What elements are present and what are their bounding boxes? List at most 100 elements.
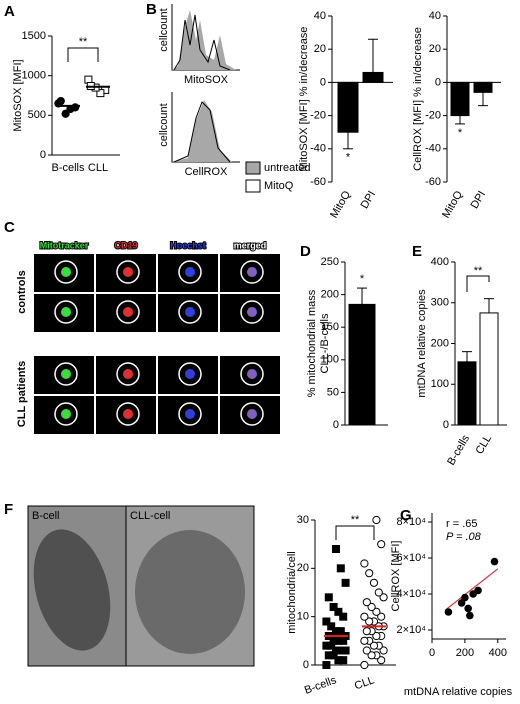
micro-cell <box>247 369 257 379</box>
point <box>360 660 369 670</box>
y-axis-label: mtDNA relative copies <box>416 289 428 398</box>
microscopy: Mitotracker CD19 Hoechst merged controls CLL … <box>16 239 280 434</box>
em-cell <box>33 529 111 651</box>
y-tick-label: -20 <box>310 110 326 122</box>
point <box>362 646 371 655</box>
trend-line <box>444 568 499 611</box>
point <box>332 627 340 636</box>
point <box>332 545 340 553</box>
micro-cell <box>247 307 257 317</box>
micro-ring <box>54 362 78 386</box>
em-label: B-cell <box>32 510 60 522</box>
panel-letter: G <box>400 507 412 524</box>
point <box>96 89 105 98</box>
hist-x-label: CellROX <box>185 166 228 178</box>
point <box>367 602 376 612</box>
micro-ring <box>116 260 140 284</box>
x-tick-label: 200 <box>456 647 474 659</box>
hist-line <box>173 14 231 71</box>
point <box>374 588 383 597</box>
y-axis-label: CellROX [MFI] % in/decrease <box>412 27 424 171</box>
micro-ring <box>240 402 264 426</box>
point <box>360 636 369 645</box>
micro-cell <box>61 409 71 419</box>
point <box>377 656 386 665</box>
annotation: r = .65 <box>446 518 478 530</box>
y-axis-label: MitoSOX [MFI] <box>12 59 24 131</box>
y-tick-label: -20 <box>425 110 441 122</box>
panel-letter: D <box>300 243 311 260</box>
point <box>362 627 371 636</box>
y-axis-label: MitoSOX [MFI] % in/decrease <box>298 27 310 172</box>
point <box>367 651 376 660</box>
y-tick-label: 0 <box>40 149 46 161</box>
y-tick-label: 40 <box>314 10 326 22</box>
bracket <box>466 275 490 292</box>
point <box>369 641 379 650</box>
histograms: cellcount MitoSOX cellcount CellROX untr… <box>158 4 310 193</box>
point <box>362 598 371 607</box>
point <box>332 646 340 655</box>
panel-letter: E <box>412 243 422 260</box>
annotation: * <box>346 152 351 164</box>
column-label: Hoechst <box>170 240 206 250</box>
point <box>334 607 343 616</box>
micro-ring <box>240 260 264 284</box>
y-tick-label: 50 <box>327 386 339 398</box>
y-tick-label: -60 <box>425 176 441 188</box>
panel-letter: C <box>4 219 15 236</box>
micro-cell <box>123 267 133 277</box>
point <box>329 636 338 645</box>
panel-letter: F <box>4 501 13 518</box>
annotation: * <box>458 127 463 139</box>
point <box>365 617 374 626</box>
y-tick-label: 0 <box>443 419 449 431</box>
panel-letter: A <box>4 3 15 20</box>
micro-cell <box>123 369 133 379</box>
point <box>339 612 348 621</box>
y-tick-label: 0 <box>333 419 339 431</box>
x-axis-label: mtDNA relative copies <box>404 686 513 698</box>
x-tick-label: DPI <box>359 189 379 211</box>
y-tick-label: 250 <box>321 256 339 268</box>
y-tick-label: 20 <box>314 43 326 55</box>
micro-cell <box>61 369 71 379</box>
micro-cell <box>185 409 195 419</box>
column-label: CD19 <box>114 240 137 250</box>
micro-cell <box>185 369 195 379</box>
point <box>341 578 350 587</box>
micro-cell <box>123 409 133 419</box>
bar <box>473 81 493 93</box>
x-tick-label: CLL <box>353 674 376 692</box>
y-tick-label: 400 <box>431 256 449 268</box>
annotation: ** <box>79 36 88 48</box>
y-tick-label: 1000 <box>22 70 46 82</box>
x-tick-label: MitoQ <box>328 189 353 221</box>
annotation: P = .08 <box>446 531 482 543</box>
y-tick-label: 30 <box>297 514 309 526</box>
y-tick-label: 4×10⁴ <box>396 588 426 600</box>
point <box>322 617 331 626</box>
row-label: CLL patients <box>16 361 28 427</box>
y-tick-label: 200 <box>431 337 449 349</box>
point <box>334 656 343 665</box>
point <box>324 593 333 602</box>
legend-swatch <box>245 179 261 193</box>
panel-letters: A B C D E F G <box>4 1 422 524</box>
point <box>461 593 469 602</box>
point <box>490 557 499 566</box>
hist-fill <box>172 10 236 70</box>
legend-swatch <box>245 161 261 175</box>
point <box>379 646 388 655</box>
micro-cell <box>61 267 71 277</box>
annotation: ** <box>474 265 483 277</box>
bracket <box>335 525 375 540</box>
legend: untreated MitoQ <box>245 161 310 193</box>
em-images: B-cell CLL-cell <box>27 505 255 667</box>
legend-label: MitoQ <box>264 180 294 192</box>
y-tick-label: 100 <box>431 378 449 390</box>
bar <box>348 303 376 426</box>
micro-ring <box>116 402 140 426</box>
point <box>322 641 331 650</box>
